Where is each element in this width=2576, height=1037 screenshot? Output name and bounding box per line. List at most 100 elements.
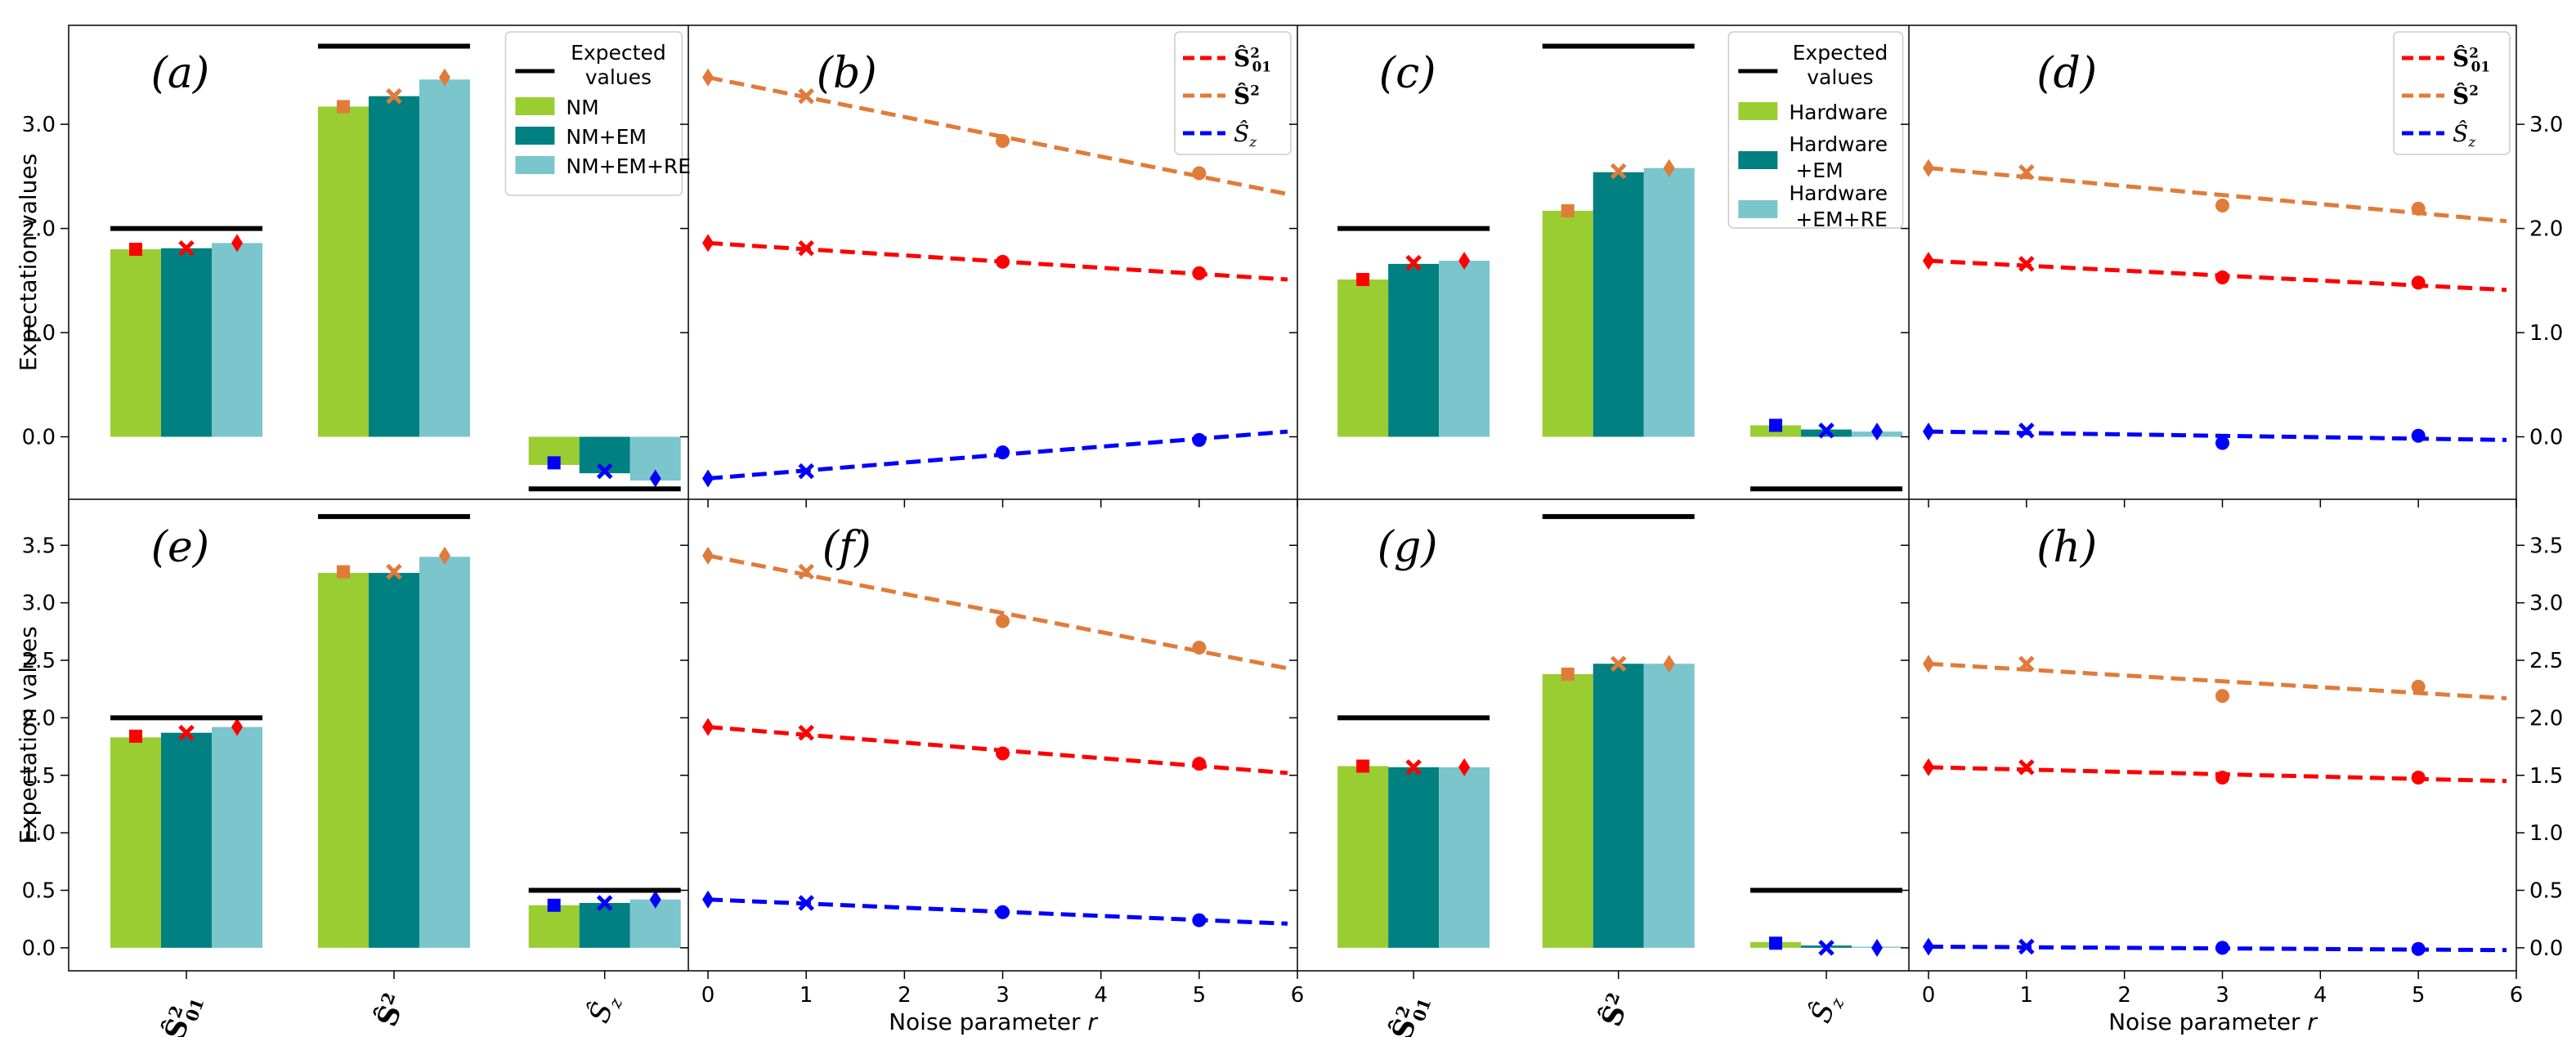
legend-label2-c-2: +EM+RE	[1795, 208, 1887, 231]
bar-e-2-1	[579, 902, 630, 948]
bar-a-1-2	[419, 79, 470, 437]
point-f-0-1	[798, 724, 814, 741]
bar-g-1-1	[1593, 664, 1644, 948]
point-b-1-0	[702, 68, 715, 87]
point-b-2-1	[798, 463, 814, 480]
panel-d: 0.0 1.0 2.0 3.0 Ŝ2 01 Ŝ2 Ŝz	[1901, 31, 2563, 507]
legend-swatch-a-1	[515, 127, 555, 145]
marker-g-2-0	[1769, 936, 1783, 950]
xtick-label-f-6: 6	[1291, 983, 1305, 1008]
marker-e-0-0	[129, 729, 143, 743]
xcat-e-1: Ŝ2	[370, 990, 409, 1030]
fit-line-h-1	[1928, 661, 2507, 700]
point-f-0-0	[702, 717, 715, 736]
marker-g-0-2	[1458, 758, 1471, 776]
marker-a-1-1	[386, 87, 402, 105]
ytick-label-a-2: 2.0	[22, 217, 56, 242]
legend-label-a-2: NM+EM+RE	[566, 154, 691, 178]
marker-g-1-0	[1561, 667, 1575, 681]
point-f-2-2	[996, 905, 1010, 919]
point-d-2-2	[2215, 436, 2229, 450]
point-f-1-3	[1192, 641, 1207, 655]
point-h-2-0	[1922, 937, 1934, 956]
marker-g-1-2	[1663, 655, 1675, 673]
point-h-0-3	[2411, 771, 2426, 785]
bar-e-0-2	[212, 726, 263, 948]
legend-swatch-c-1	[1738, 151, 1778, 169]
point-f-1-2	[996, 614, 1010, 628]
point-h-1-0	[1922, 655, 1934, 673]
marker-a-2-0	[547, 456, 561, 470]
xlabel-h: Noise parameter r	[2108, 1008, 2318, 1035]
bar-c-0-2	[1439, 261, 1490, 437]
xtick-label-h-4: 4	[2314, 983, 2327, 1008]
xtick-label-f-4: 4	[1094, 983, 1108, 1008]
ytick-label-e-0: 0.0	[22, 936, 56, 961]
legend-swatch-c-2	[1738, 200, 1778, 218]
ylabel-e: Expectation values	[15, 626, 42, 843]
marker-c-2-2	[1871, 422, 1884, 441]
xtick-label-f-0: 0	[701, 983, 715, 1008]
xcat-e-2-text: Ŝz	[582, 990, 626, 1029]
point-d-1-1	[2018, 163, 2035, 181]
point-f-0-3	[1192, 757, 1207, 771]
xcat-g-0-text: Ŝ201	[1385, 990, 1436, 1037]
marker-c-1-2	[1663, 159, 1675, 177]
yrtick-label-h-4: 2.0	[2529, 706, 2563, 731]
legend-d	[2393, 31, 2511, 155]
marker-a-2-2	[649, 469, 661, 488]
bar-e-1-1	[368, 573, 419, 948]
bar-a-0-2	[212, 243, 263, 437]
bar-a-0-1	[161, 248, 213, 437]
xtick-label-f-3: 3	[996, 983, 1010, 1008]
point-b-0-1	[798, 240, 814, 257]
point-d-0-1	[2018, 256, 2035, 272]
bar-e-2-0	[528, 905, 580, 948]
marker-e-1-2	[438, 546, 450, 565]
panel-label-c: (c)	[1379, 49, 1436, 98]
xtick-label-h-6: 6	[2510, 983, 2524, 1008]
point-h-0-2	[2215, 771, 2229, 785]
marker-c-1-0	[1561, 203, 1575, 217]
legend-expected-label-a: Expected	[571, 41, 666, 65]
yrtick-label-d-2: 2.0	[2529, 217, 2563, 242]
legend-label-b-2-text: Ŝz	[1234, 119, 1257, 150]
point-b-1-1	[798, 87, 814, 105]
point-d-1-0	[1922, 159, 1934, 177]
xcat-g-1: Ŝ2	[1594, 990, 1633, 1030]
marker-e-2-0	[547, 898, 561, 912]
point-d-2-0	[1922, 422, 1934, 441]
ytick-label-e-6: 3.0	[22, 592, 56, 616]
marker-a-2-1	[596, 463, 613, 480]
legend-label-c-2: Hardware	[1789, 181, 1888, 205]
panel-b: Ŝ2 01 Ŝ2 Ŝz	[680, 31, 1298, 507]
xcat-e-0: Ŝ201	[158, 990, 208, 1037]
bar-e-1-0	[317, 573, 369, 948]
legend-label-c-0: Hardware	[1789, 101, 1888, 124]
point-b-0-3	[1192, 266, 1207, 280]
legend-label-a-0: NM	[566, 96, 598, 119]
legend-label-b-0-text: Ŝ2 01	[1234, 44, 1271, 75]
marker-e-0-1	[178, 724, 195, 741]
ytick-label-e-3: 1.5	[22, 764, 56, 789]
xtick-label-h-5: 5	[2412, 983, 2426, 1008]
xcat-g-0: Ŝ201	[1385, 990, 1436, 1037]
legend-label-b-2: Ŝz	[1234, 119, 1257, 150]
legend-swatch-c-0	[1738, 102, 1778, 120]
bar-g-0-1	[1388, 767, 1440, 948]
bar-a-1-1	[368, 96, 419, 437]
legend-swatch-a-0	[515, 97, 555, 115]
point-b-2-0	[702, 469, 715, 488]
bar-g-1-0	[1542, 673, 1593, 948]
figure-frame	[68, 25, 2517, 972]
xcat-e-2: Ŝz	[582, 990, 626, 1029]
point-d-0-0	[1922, 252, 1934, 270]
panel-label-g: (g)	[1378, 523, 1438, 572]
xcat-e-0-text: Ŝ201	[158, 990, 208, 1037]
point-b-1-3	[1192, 166, 1207, 181]
xtick-label-h-1: 1	[2020, 983, 2034, 1008]
marker-g-2-1	[1818, 940, 1835, 956]
yrtick-label-h-1: 0.5	[2529, 878, 2563, 903]
bar-c-1-2	[1643, 168, 1695, 437]
legend-label-b-1-text: Ŝ2	[1234, 82, 1260, 110]
